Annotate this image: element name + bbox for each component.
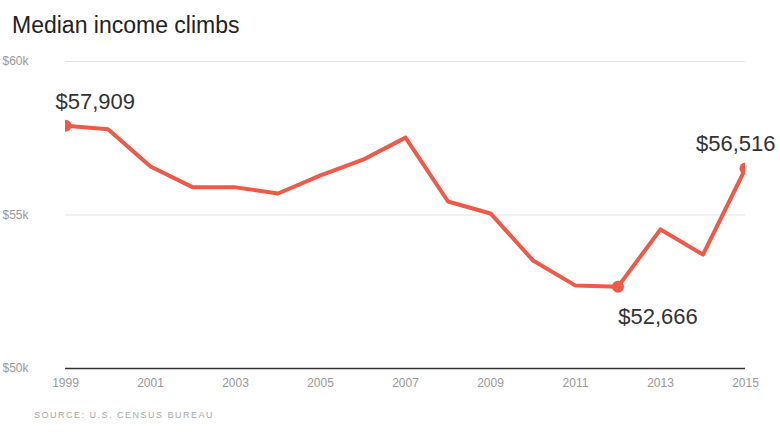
svg-text:$50k: $50k [3,361,30,375]
svg-text:2007: 2007 [392,376,419,390]
svg-text:$57,909: $57,909 [56,89,136,114]
svg-text:1999: 1999 [52,376,79,390]
svg-text:2003: 2003 [222,376,249,390]
svg-text:$60k: $60k [3,54,30,68]
svg-text:2013: 2013 [647,376,674,390]
svg-text:$56,516: $56,516 [696,130,776,155]
svg-text:2001: 2001 [137,376,164,390]
html-text:Median income climbs: Median income climbs [12,12,240,38]
svg-text:$55k: $55k [3,208,30,222]
svg-text:2015: 2015 [732,376,759,390]
html-text:SOURCE: U.S. CENSUS BUREAU: SOURCE: U.S. CENSUS BUREAU [34,410,214,420]
svg-text:2011: 2011 [563,376,589,390]
svg-text:$52,666: $52,666 [618,304,698,329]
svg-text:2009: 2009 [477,376,504,390]
svg-text:2005: 2005 [307,376,334,390]
